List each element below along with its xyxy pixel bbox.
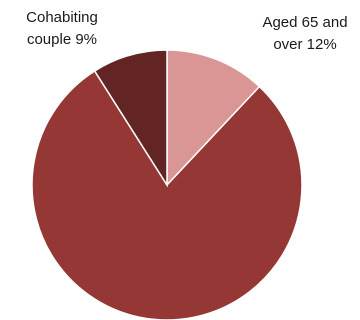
pie-slice-0 <box>166 49 261 187</box>
pie-slice-label-line: Aged 65 and <box>262 14 347 31</box>
pie-slice-1 <box>31 69 303 320</box>
pie-slice-label-line: couple 9% <box>27 31 97 48</box>
pie-slice-2 <box>93 49 168 188</box>
pie-slices <box>31 49 303 320</box>
pie-slice-label-line: over 12% <box>273 36 336 53</box>
pie-slice-label-2: Cohabiting couple 9% <box>26 9 98 48</box>
pie-slice-label-0: Aged 65 and over 12% <box>262 14 347 53</box>
pie-labels: Aged 65 and over 12% Cohabiting couple 9% <box>26 9 347 53</box>
pie-slice-label-line: Cohabiting <box>26 9 98 26</box>
